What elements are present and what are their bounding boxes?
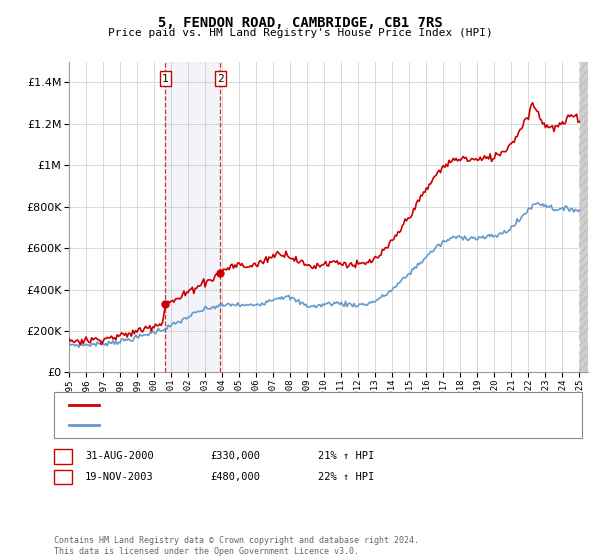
Text: 2: 2 [59, 472, 67, 482]
Text: Contains HM Land Registry data © Crown copyright and database right 2024.
This d: Contains HM Land Registry data © Crown c… [54, 536, 419, 556]
Text: HPI: Average price, detached house, Cambridge: HPI: Average price, detached house, Camb… [105, 420, 370, 430]
Text: 5, FENDON ROAD, CAMBRIDGE, CB1 7RS (detached house): 5, FENDON ROAD, CAMBRIDGE, CB1 7RS (deta… [105, 400, 404, 410]
Text: 1: 1 [59, 451, 67, 461]
Bar [166, 62, 220, 372]
Text: £330,000: £330,000 [210, 451, 260, 461]
Text: 31-AUG-2000: 31-AUG-2000 [85, 451, 154, 461]
Text: £480,000: £480,000 [210, 472, 260, 482]
Text: 21% ↑ HPI: 21% ↑ HPI [318, 451, 374, 461]
Bar [580, 62, 588, 372]
Text: 22% ↑ HPI: 22% ↑ HPI [318, 472, 374, 482]
Text: 5, FENDON ROAD, CAMBRIDGE, CB1 7RS: 5, FENDON ROAD, CAMBRIDGE, CB1 7RS [158, 16, 442, 30]
Text: Price paid vs. HM Land Registry's House Price Index (HPI): Price paid vs. HM Land Registry's House … [107, 28, 493, 38]
Text: 19-NOV-2003: 19-NOV-2003 [85, 472, 154, 482]
Text: 2: 2 [217, 74, 223, 83]
Text: 1: 1 [162, 74, 169, 83]
Bar [580, 62, 588, 372]
